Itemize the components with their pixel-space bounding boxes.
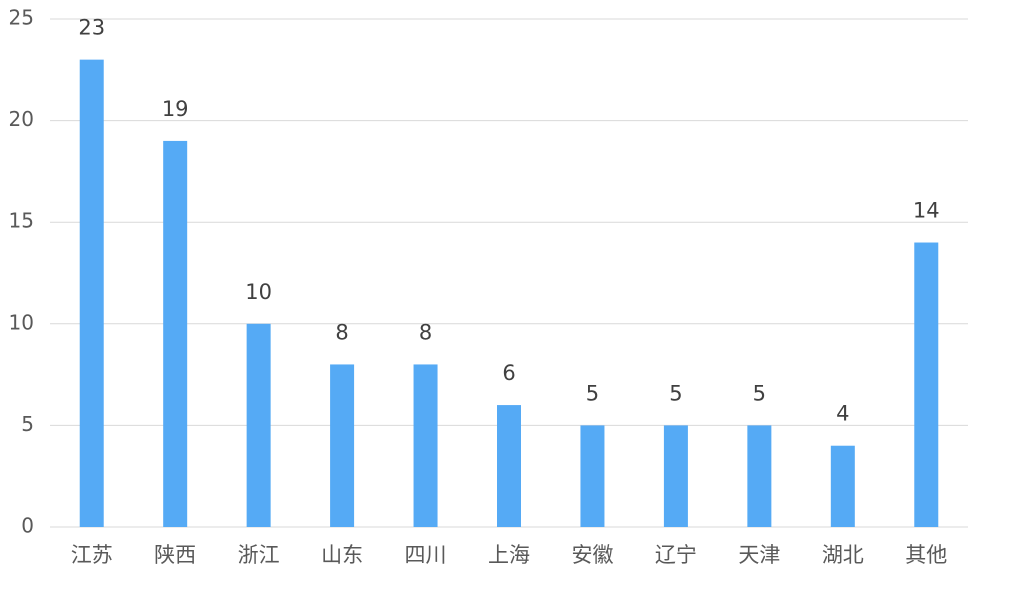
x-tick-label: 四川: [405, 543, 447, 567]
x-tick-label: 其他: [905, 543, 947, 567]
x-tick-label: 江苏: [71, 543, 113, 567]
y-tick-label: 15: [9, 209, 34, 233]
x-tick-label: 陕西: [154, 543, 196, 567]
bar: [330, 364, 355, 527]
x-tick-label: 湖北: [822, 543, 864, 567]
y-tick-label: 5: [21, 412, 34, 436]
bar: [497, 405, 521, 527]
data-label: 4: [836, 402, 849, 426]
bar: [663, 425, 688, 527]
bar: [747, 425, 772, 527]
data-label: 5: [753, 381, 766, 405]
x-tick-label: 山东: [321, 543, 363, 567]
data-label: 14: [913, 199, 940, 223]
bar: [413, 364, 438, 527]
x-tick-label: 上海: [488, 543, 530, 567]
bar: [163, 140, 188, 528]
data-label: 10: [245, 280, 272, 304]
data-label: 6: [502, 361, 515, 385]
bar: [79, 59, 104, 527]
x-tick-label: 浙江: [238, 543, 280, 567]
data-label: 5: [669, 381, 682, 405]
data-label: 8: [335, 320, 348, 344]
data-label: 23: [78, 16, 105, 40]
data-label: 8: [419, 320, 432, 344]
y-tick-label: 20: [9, 107, 34, 131]
y-tick-label: 10: [9, 310, 34, 334]
data-label: 19: [162, 97, 189, 121]
x-tick-label: 安徽: [571, 543, 613, 567]
y-tick-label: 25: [9, 6, 34, 30]
y-tick-label: 0: [21, 514, 34, 538]
bar: [246, 323, 271, 527]
x-tick-label: 天津: [738, 543, 780, 567]
x-tick-label: 辽宁: [655, 543, 697, 567]
bar: [830, 445, 855, 527]
bar: [914, 242, 939, 527]
data-label: 5: [586, 381, 599, 405]
bar: [580, 425, 605, 527]
